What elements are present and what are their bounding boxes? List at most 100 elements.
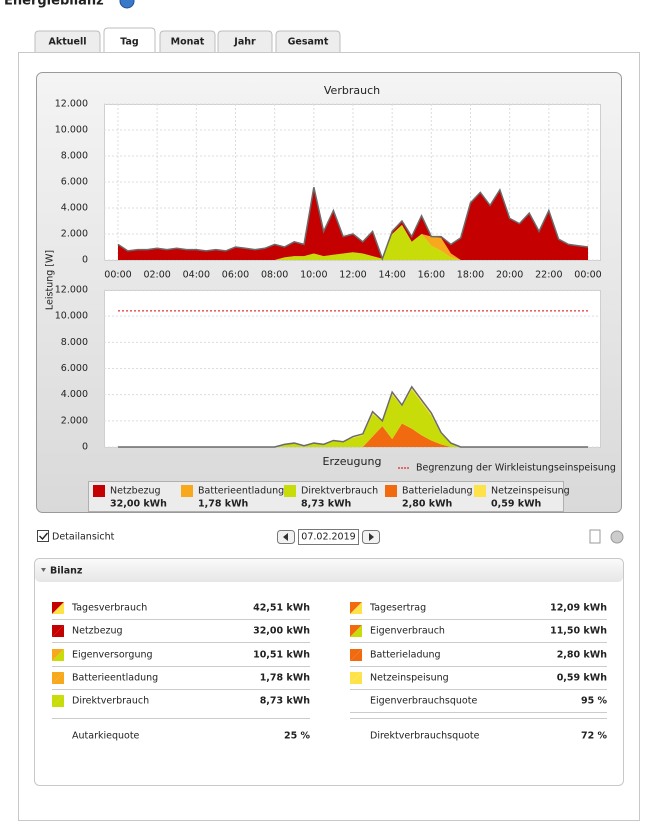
tab[interactable] <box>159 30 216 53</box>
row-value: 42,51 kWh <box>253 603 310 614</box>
x-tick-label: 12:00 <box>339 270 366 281</box>
legend-label: Netzeinspeisung <box>491 486 570 497</box>
row-label: Batterieentladung <box>72 673 158 684</box>
page-title: Energiebilanz <box>4 0 104 9</box>
y-tick-label: 0 <box>82 442 88 453</box>
y-axis-label: Leistung [W] <box>45 250 56 310</box>
tab-label[interactable]: Jahr <box>233 37 256 48</box>
chart-title: Verbrauch <box>324 84 380 97</box>
icon-part <box>52 625 64 637</box>
legend-swatch <box>181 485 193 497</box>
row-label: Netzeinspeisung <box>370 673 449 684</box>
x-tick-label: 20:00 <box>496 270 523 281</box>
row-label: Batterieladung <box>370 650 441 661</box>
total-outline <box>117 187 589 261</box>
checkmark <box>39 532 49 541</box>
row-label: Eigenversorgung <box>72 650 153 661</box>
row-label: Direktverbrauch <box>72 696 149 707</box>
y-tick-label: 0 <box>82 255 88 266</box>
date: 07.02.2019 <box>301 532 355 543</box>
y-tick-label: 10.000 <box>55 125 88 136</box>
y-tick-label: 6.000 <box>61 363 88 374</box>
x-tick-label: 00:00 <box>574 270 601 281</box>
legend-label: Batterieladung <box>402 486 473 497</box>
row-label: Direktverbrauchsquote <box>370 731 480 742</box>
x-tick-label: 08:00 <box>261 270 288 281</box>
tab-label[interactable]: Gesamt <box>288 37 329 48</box>
icon-part <box>52 602 64 614</box>
legend-total: 8,73 kWh <box>301 499 352 510</box>
bilanz-panel <box>34 558 624 786</box>
row-label: Tagesverbrauch <box>71 603 147 614</box>
tab[interactable] <box>34 30 101 53</box>
legend-label: Netzbezug <box>110 486 161 497</box>
tab[interactable] <box>103 27 156 53</box>
tab-label[interactable]: Tag <box>120 37 138 48</box>
legend: Netzbezug 32,00 kWh Batterieentladung 1,78 … <box>93 485 570 510</box>
y-tick-label: 10.000 <box>55 311 88 322</box>
tabs: Aktuell Tag Monat Jahr Gesamt <box>34 27 341 53</box>
row-value: 0,59 kWh <box>557 673 608 684</box>
y-tick-label: 12.000 <box>55 285 88 296</box>
row-value: 2,80 kWh <box>557 650 608 661</box>
icon-part <box>52 695 64 707</box>
x-tick-label: 00:00 <box>104 270 131 281</box>
collapse-arrow <box>41 568 46 572</box>
settings-icon[interactable] <box>610 530 624 544</box>
row-label: Autarkiequote <box>72 731 140 742</box>
y-tick-label: 8.000 <box>61 337 88 348</box>
bilanz-table: Tagesverbrauch 42,51 kWh Netzbezug 32,00 kW… <box>52 602 607 742</box>
x-tick-label: 22:00 <box>535 270 562 281</box>
row-value: 10,51 kWh <box>253 650 310 661</box>
bilanz-title: Bilanz <box>50 566 83 577</box>
date-field[interactable] <box>298 529 359 545</box>
legend-total: 2,80 kWh <box>402 499 453 510</box>
y-tick-label: 4.000 <box>61 389 88 400</box>
row-label: Eigenverbrauch <box>370 626 445 637</box>
tab[interactable] <box>275 30 341 53</box>
legend-total: 1,78 kWh <box>198 499 249 510</box>
row-value: 25 % <box>284 731 311 742</box>
legend-total: 0,59 kWh <box>491 499 542 510</box>
x-tick-label: 16:00 <box>418 270 445 281</box>
row-label: Eigenverbrauchsquote <box>370 696 477 707</box>
legend-swatch <box>474 485 486 497</box>
next-arrow <box>369 533 374 541</box>
icon-part <box>350 625 362 637</box>
total-outline <box>118 385 588 448</box>
chart-title: Erzeugung <box>323 455 382 468</box>
icon-part <box>350 649 362 661</box>
help-icon[interactable] <box>119 0 135 9</box>
y-tick-label: 12.000 <box>55 99 88 110</box>
x-tick-label: 10:00 <box>300 270 327 281</box>
row-value: 11,50 kWh <box>550 626 607 637</box>
icon-part <box>350 672 362 684</box>
detail-label[interactable]: Detailansicht <box>52 532 115 543</box>
export-icon[interactable] <box>589 529 601 544</box>
limit-legend-label: Begrenzung der Wirkleistungseinspeisung <box>416 463 616 474</box>
legend-label: Direktverbrauch <box>301 486 378 497</box>
legend-swatch <box>284 485 296 497</box>
tab-label[interactable]: Monat <box>171 37 205 48</box>
tab-label[interactable]: Aktuell <box>49 37 87 48</box>
area <box>118 224 588 260</box>
row-value: 32,00 kWh <box>253 626 310 637</box>
x-tick-label: 06:00 <box>222 270 249 281</box>
icon-part <box>52 649 64 661</box>
y-tick-label: 2.000 <box>61 229 88 240</box>
legend-label: Batterieentladung <box>198 486 284 497</box>
x-tick-label: 18:00 <box>457 270 484 281</box>
row-value: 1,78 kWh <box>260 673 311 684</box>
bilanz-header[interactable] <box>35 559 623 582</box>
tab[interactable] <box>217 30 273 53</box>
x-tick-label: 02:00 <box>143 270 170 281</box>
icon-part <box>52 672 64 684</box>
icon-part <box>350 602 362 614</box>
y-tick-label: 6.000 <box>61 177 88 188</box>
checkbox[interactable] <box>37 530 49 542</box>
prev-arrow <box>283 533 288 541</box>
row-value: 12,09 kWh <box>550 603 607 614</box>
y-tick-label: 2.000 <box>61 415 88 426</box>
